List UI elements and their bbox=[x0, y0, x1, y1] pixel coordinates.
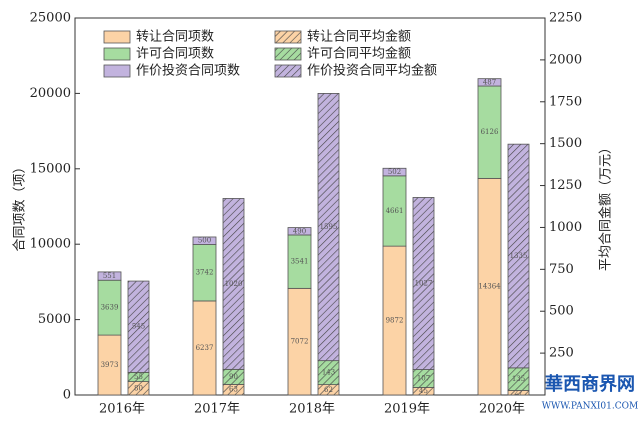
legend-label: 作价投资合同平均金额 bbox=[307, 63, 437, 79]
value-label: 90 bbox=[229, 373, 238, 381]
value-label: 545 bbox=[132, 323, 145, 331]
value-label: 6126 bbox=[481, 128, 499, 136]
legend-label: 许可合同项数 bbox=[136, 47, 214, 62]
x-tick-label: 2016年 bbox=[99, 402, 145, 417]
value-label: 107 bbox=[417, 374, 430, 382]
legend-swatch bbox=[103, 47, 131, 61]
bar-segment bbox=[97, 271, 122, 281]
value-label: 1027 bbox=[415, 279, 433, 287]
bar-segment bbox=[382, 167, 407, 177]
bar-segment bbox=[287, 227, 312, 236]
value-label: 62 bbox=[324, 386, 333, 394]
value-label: 3541 bbox=[291, 258, 309, 266]
value-label: 500 bbox=[198, 237, 211, 245]
legend-swatch bbox=[103, 64, 131, 78]
bar-segment bbox=[127, 280, 150, 373]
value-label: 45 bbox=[419, 387, 428, 395]
value-label: 1020 bbox=[225, 280, 243, 288]
value-label: 1335 bbox=[510, 252, 528, 260]
x-tick-label: 2017年 bbox=[194, 402, 240, 417]
legend-swatch bbox=[103, 30, 131, 44]
bar-segment bbox=[192, 236, 217, 245]
y2-tick-label: 1250 bbox=[549, 178, 582, 193]
y2-tick-label: 750 bbox=[549, 262, 574, 277]
bar-segment bbox=[507, 143, 530, 369]
y2-tick-label: 1500 bbox=[549, 136, 582, 151]
y2-tick-label: 2000 bbox=[549, 52, 582, 67]
y2-tick-label: 500 bbox=[549, 304, 574, 319]
legend-label: 作价投资合同项数 bbox=[136, 63, 240, 79]
x-tick-label: 2018年 bbox=[289, 402, 335, 417]
y2-tick-label: 1750 bbox=[549, 94, 582, 109]
value-label: 63 bbox=[229, 386, 238, 394]
y-tick-label: 25000 bbox=[30, 11, 71, 26]
y2-tick-label: 1000 bbox=[549, 220, 582, 235]
y-tick-label: 20000 bbox=[30, 86, 71, 101]
y-tick-label: 10000 bbox=[30, 237, 71, 252]
y-tick-label: 15000 bbox=[30, 161, 71, 176]
y2-tick-label: 250 bbox=[549, 346, 574, 361]
value-label: 502 bbox=[388, 168, 401, 176]
value-label: 9872 bbox=[386, 317, 404, 325]
legend-label: 转让合同项数 bbox=[136, 30, 214, 45]
value-label: 80 bbox=[134, 384, 143, 392]
legend-label: 许可合同平均金额 bbox=[307, 46, 411, 62]
value-label: 490 bbox=[293, 227, 306, 235]
bar-segment bbox=[412, 197, 435, 370]
value-label: 4661 bbox=[386, 207, 404, 215]
watermark-url: WWW.PANXI01.COM bbox=[542, 402, 638, 412]
bar-segment bbox=[477, 78, 502, 87]
legend-swatch bbox=[274, 47, 302, 61]
legend-swatch bbox=[274, 64, 302, 78]
value-label: 7072 bbox=[291, 338, 309, 346]
legend-label: 转让合同平均金额 bbox=[307, 29, 411, 45]
value-label: 3639 bbox=[101, 304, 119, 312]
value-label: 143 bbox=[322, 369, 335, 377]
y-tick-label: 0 bbox=[63, 388, 71, 403]
y-axis-label: 合同项数（项） bbox=[13, 160, 28, 251]
value-label: 27 bbox=[514, 389, 523, 397]
bar-segment bbox=[222, 198, 245, 370]
x-tick-label: 2020年 bbox=[479, 402, 525, 417]
x-tick-label: 2019年 bbox=[384, 402, 430, 417]
y2-tick-label: 2250 bbox=[549, 11, 582, 26]
value-label: 55 bbox=[134, 373, 143, 381]
value-label: 3742 bbox=[196, 269, 214, 277]
value-label: 14364 bbox=[478, 283, 501, 291]
legend-swatch bbox=[274, 30, 302, 44]
value-label: 551 bbox=[103, 272, 116, 280]
y-tick-label: 5000 bbox=[38, 312, 71, 327]
value-label: 1595 bbox=[320, 223, 338, 231]
value-label: 135 bbox=[512, 375, 525, 383]
value-label: 487 bbox=[483, 78, 496, 86]
y2-axis-label: 平均合同金额（万元） bbox=[598, 141, 614, 271]
value-label: 3973 bbox=[101, 361, 119, 369]
watermark-title: 華西商界网 bbox=[545, 373, 635, 395]
bar-segment bbox=[317, 93, 340, 362]
value-label: 6237 bbox=[196, 344, 214, 352]
